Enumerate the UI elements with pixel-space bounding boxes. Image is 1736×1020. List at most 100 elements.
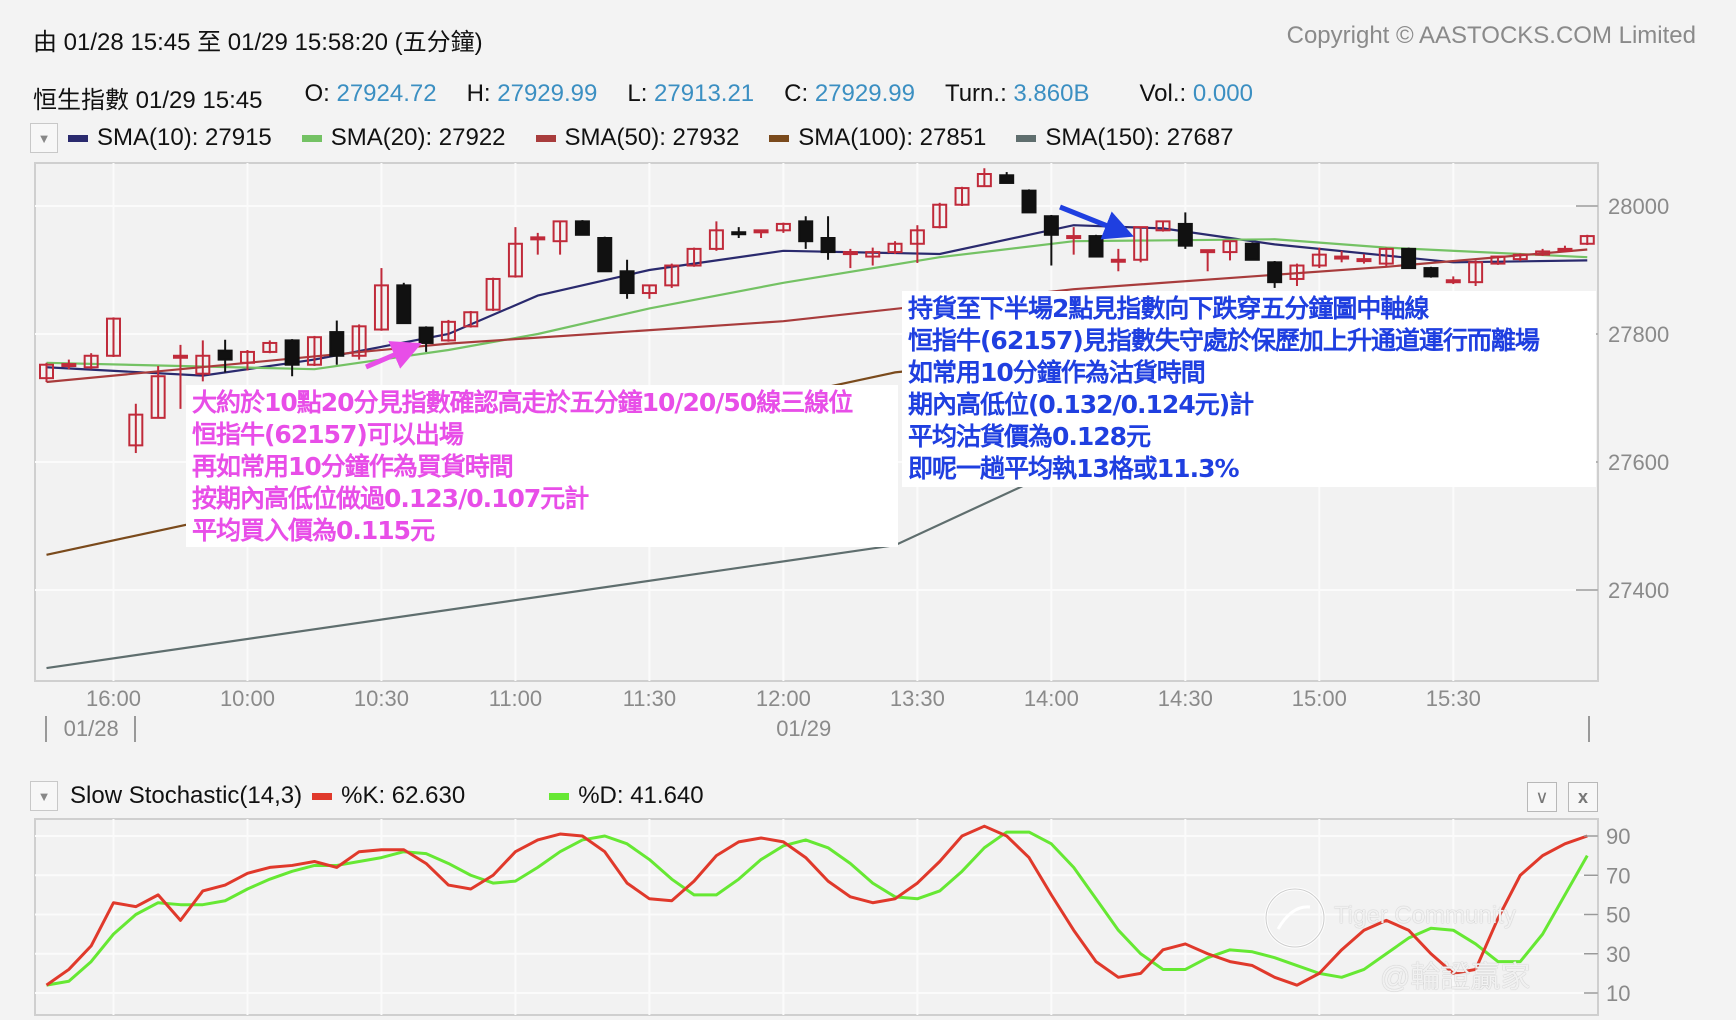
watermark-brand: Tiger Community bbox=[1334, 902, 1516, 929]
candle bbox=[597, 236, 613, 273]
y-tick-label: 30 bbox=[1606, 942, 1630, 967]
x-tick-label: 15:00 bbox=[1292, 686, 1347, 711]
candle-body bbox=[217, 349, 233, 361]
close-value: 27929.99 bbox=[814, 80, 915, 107]
x-tick-label: 11:00 bbox=[489, 686, 542, 711]
candle-body bbox=[150, 375, 166, 419]
stoch-plot-area bbox=[34, 818, 1599, 1016]
candle bbox=[507, 227, 523, 278]
candle-body bbox=[105, 317, 121, 357]
volume-value: 0.000 bbox=[1192, 80, 1253, 107]
candle bbox=[1110, 248, 1126, 272]
candle-body bbox=[1088, 235, 1104, 258]
annotation-line: 再如常用10分鐘作為買貨時間 bbox=[192, 452, 514, 481]
candle-body bbox=[418, 326, 434, 344]
candle bbox=[775, 222, 791, 233]
candle bbox=[1311, 247, 1327, 269]
candle-body bbox=[530, 236, 546, 241]
chevron-down-icon: ∨ bbox=[1535, 786, 1549, 807]
candle-body bbox=[1579, 235, 1595, 245]
candle-body bbox=[1110, 258, 1126, 263]
legend-label: SMA(50): 27932 bbox=[564, 124, 740, 151]
close-icon: x bbox=[1577, 786, 1588, 807]
stoch-line-d bbox=[46, 830, 1589, 987]
candle-body bbox=[284, 339, 300, 366]
candle bbox=[463, 310, 479, 328]
candle bbox=[1133, 226, 1149, 263]
buy-annotation: 大約於10點20分見指數確認高走於五分鐘10/20/50線三線位 恒指牛(621… bbox=[186, 385, 898, 547]
candle-body bbox=[1200, 249, 1216, 254]
legend-swatch bbox=[769, 134, 790, 142]
legend-sma50: SMA(50): 27932 bbox=[535, 124, 740, 152]
candle-body bbox=[1267, 261, 1283, 284]
candle bbox=[865, 247, 881, 266]
k-swatch bbox=[312, 792, 333, 800]
annotation-line: 恒指牛(62157)見指數失守處於保歷加上升通道運行而離場 bbox=[908, 326, 1540, 355]
indicator-dropdown[interactable]: ▼ bbox=[30, 123, 58, 153]
candle bbox=[641, 284, 657, 299]
candle bbox=[1512, 253, 1528, 262]
stoch-legend: ▼ Slow Stochastic(14,3) %K: 62.630 %D: 4… bbox=[30, 781, 704, 811]
candle-body bbox=[1557, 247, 1573, 252]
candle-body bbox=[351, 325, 367, 357]
candle-body bbox=[1445, 279, 1461, 284]
turnover-field: Turn.: 3.860B bbox=[945, 80, 1090, 115]
close-button[interactable]: x bbox=[1568, 782, 1598, 812]
candle bbox=[1423, 266, 1439, 278]
candle-body bbox=[1535, 250, 1551, 256]
candle-body bbox=[574, 220, 590, 236]
date-label: 01/28 bbox=[64, 716, 119, 741]
candle bbox=[1222, 240, 1238, 261]
candle-body bbox=[239, 350, 255, 364]
sma-legend: ▼ SMA(10): 27915 SMA(20): 27922 SMA(50):… bbox=[30, 123, 1264, 153]
candle-body bbox=[1177, 222, 1193, 247]
candle bbox=[842, 248, 858, 269]
candle-body bbox=[887, 242, 903, 254]
candle-body bbox=[1468, 261, 1484, 284]
turnover-value: 3.860B bbox=[1013, 80, 1090, 107]
candle-body bbox=[1222, 240, 1238, 254]
candle bbox=[418, 326, 434, 352]
x-tick-label: 11:30 bbox=[623, 686, 676, 711]
candle-body bbox=[999, 174, 1015, 184]
candle bbox=[887, 241, 903, 254]
candle bbox=[1535, 248, 1551, 256]
candle-body bbox=[507, 242, 523, 278]
x-tick-label: 13:30 bbox=[890, 686, 945, 711]
candle bbox=[1445, 276, 1461, 285]
collapse-button[interactable]: ∨ bbox=[1527, 782, 1557, 812]
annotation-line: 如常用10分鐘作為沽貨時間 bbox=[908, 358, 1206, 387]
x-tick-label: 16:00 bbox=[86, 686, 141, 711]
triangle-down-icon: ▼ bbox=[37, 130, 51, 146]
candle-body bbox=[708, 229, 724, 250]
tiger-logo-icon bbox=[1264, 887, 1326, 949]
copyright: Copyright © AASTOCKS.COM Limited bbox=[1286, 22, 1696, 49]
candle bbox=[351, 324, 367, 360]
candle-body bbox=[195, 354, 211, 375]
candle-body bbox=[1334, 255, 1350, 260]
candle bbox=[83, 353, 99, 370]
candle bbox=[1401, 247, 1417, 270]
y-tick-label: 50 bbox=[1606, 903, 1630, 928]
candle bbox=[1088, 234, 1104, 258]
candle-body bbox=[1311, 253, 1327, 267]
candle-body bbox=[1133, 226, 1149, 261]
annotation-line: 恒指牛(62157)可以出場 bbox=[192, 420, 464, 449]
candle bbox=[39, 362, 54, 382]
candle bbox=[530, 232, 546, 255]
legend-sma20: SMA(20): 27922 bbox=[301, 124, 506, 152]
stoch-dropdown[interactable]: ▼ bbox=[30, 781, 58, 811]
x-tick-label: 15:30 bbox=[1426, 686, 1481, 711]
candle-body bbox=[172, 354, 188, 359]
candle-body bbox=[820, 237, 836, 254]
legend-sma150: SMA(150): 27687 bbox=[1016, 124, 1234, 152]
candle bbox=[552, 220, 568, 255]
candle-body bbox=[1401, 247, 1417, 270]
volume-label: Vol.: bbox=[1139, 80, 1187, 107]
candle bbox=[708, 221, 724, 251]
legend-sma10: SMA(10): 27915 bbox=[68, 124, 272, 152]
candle-body bbox=[396, 284, 412, 325]
candle bbox=[150, 366, 166, 419]
candle bbox=[909, 225, 925, 263]
candle bbox=[217, 339, 233, 373]
